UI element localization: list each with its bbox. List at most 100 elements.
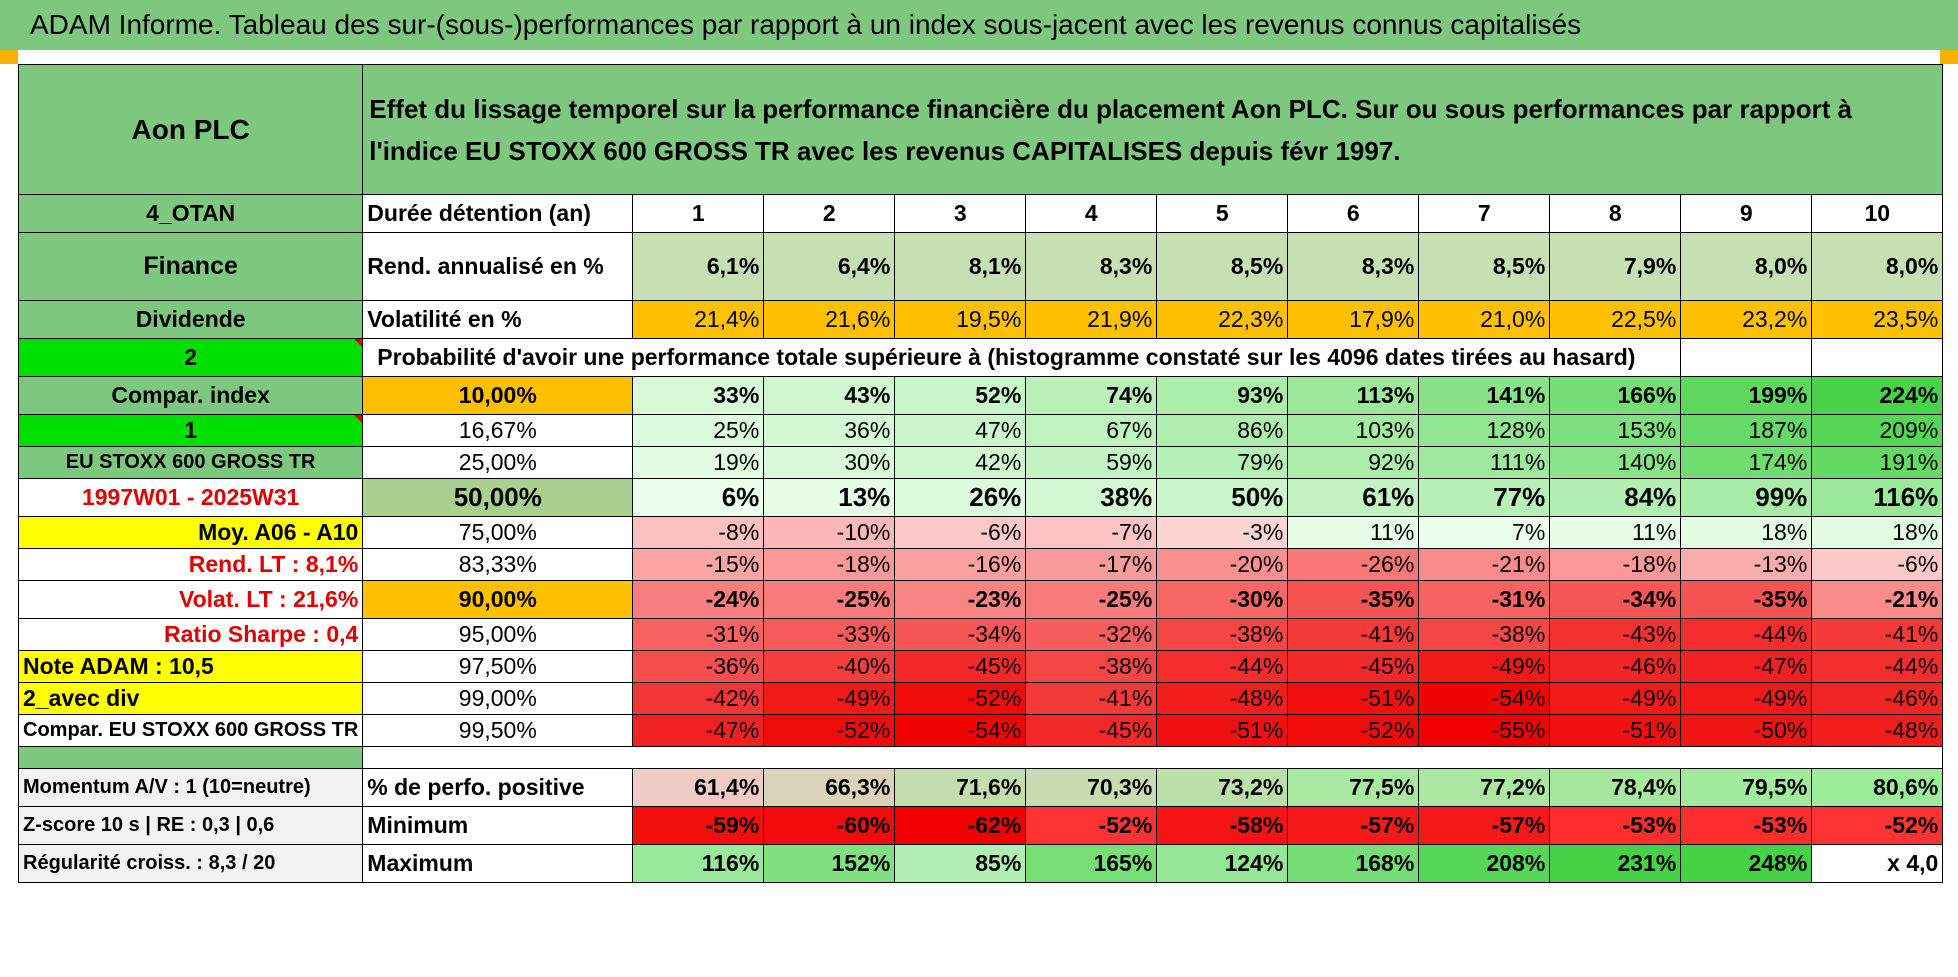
percentile-row: 2_avec div 99,00% -42% -49% -52% -41% -48% -51%…	[17, 682, 1944, 715]
percentile-value: -33%	[763, 618, 896, 651]
minimum-value: -58%	[1156, 806, 1289, 845]
maximum-label: Maximum	[362, 844, 634, 883]
percentile-value: -41%	[1287, 618, 1420, 651]
return-row: Finance Rend. annualisé en % 6,1% 6,4% 8,1…	[17, 232, 1944, 301]
annual-return-cell: 8,0%	[1811, 232, 1944, 301]
percentile-level: 25,00%	[362, 446, 634, 479]
percentile-value: 86%	[1156, 414, 1289, 447]
percentile-value: 113%	[1287, 376, 1420, 415]
percentile-value: -52%	[763, 714, 896, 747]
percentile-value: 224%	[1811, 376, 1944, 415]
volatility-cell: 22,5%	[1549, 300, 1682, 339]
empty-cell	[1680, 338, 1813, 377]
duration-header: 7	[1418, 194, 1551, 233]
positive-value: 77,5%	[1287, 768, 1420, 807]
percentile-value: -52%	[894, 682, 1027, 715]
volatility-cell: 21,0%	[1418, 300, 1551, 339]
left-label-sharpe: Ratio Sharpe : 0,4	[17, 618, 364, 651]
percentile-value: -43%	[1549, 618, 1682, 651]
percentile-value: -41%	[1811, 618, 1944, 651]
percentile-value: 199%	[1680, 376, 1813, 415]
percentile-value: -7%	[1025, 516, 1158, 549]
percentile-value: 191%	[1811, 446, 1944, 479]
percentile-value: -54%	[894, 714, 1027, 747]
selector-2[interactable]: 2	[17, 338, 364, 377]
percentile-value: -36%	[632, 650, 765, 683]
percentile-value: -49%	[1680, 682, 1813, 715]
percentile-value: 38%	[1025, 478, 1158, 517]
return-label: Rend. annualisé en %	[362, 232, 634, 301]
percentile-level: 97,50%	[362, 650, 634, 683]
percentile-level: 95,00%	[362, 618, 634, 651]
percentile-value: -51%	[1156, 714, 1289, 747]
percentile-value: -48%	[1156, 682, 1289, 715]
volatility-label: Volatilité en %	[362, 300, 634, 339]
duration-header: 5	[1156, 194, 1289, 233]
percentile-value: -32%	[1025, 618, 1158, 651]
percentile-value: -54%	[1418, 682, 1551, 715]
percentile-value: 43%	[763, 376, 896, 415]
probability-title: Probabilité d'avoir une performance tota…	[362, 338, 1682, 377]
percentile-value: 61%	[1287, 478, 1420, 517]
percentile-value: -21%	[1418, 548, 1551, 581]
percentile-row: 1997W01 - 2025W31 50,00% 6% 13% 26% 38% 50% 61%…	[17, 478, 1944, 517]
percentile-value: -38%	[1418, 618, 1551, 651]
duration-header: 8	[1549, 194, 1682, 233]
percentile-value: -44%	[1811, 650, 1944, 683]
dividend-label: Dividende	[17, 300, 364, 339]
percentile-value: -20%	[1156, 548, 1289, 581]
percentile-value: 25%	[632, 414, 765, 447]
duration-header: 3	[894, 194, 1027, 233]
percentile-value: -23%	[894, 580, 1027, 619]
left-label-index-name: EU STOXX 600 GROSS TR	[17, 446, 364, 479]
percentile-value: 128%	[1418, 414, 1551, 447]
percentile-value: 59%	[1025, 446, 1158, 479]
annual-return-cell: 8,0%	[1680, 232, 1813, 301]
percentile-value: -45%	[1287, 650, 1420, 683]
percentile-value: 153%	[1549, 414, 1682, 447]
maximum-value: 231%	[1549, 844, 1682, 883]
percentile-level: 99,00%	[362, 682, 634, 715]
percentile-value: 30%	[763, 446, 896, 479]
percentile-value: 187%	[1680, 414, 1813, 447]
left-label-compar-index: Compar. index	[17, 376, 364, 415]
percentile-value: 67%	[1025, 414, 1158, 447]
percentile-value: -35%	[1287, 580, 1420, 619]
duration-label: Durée détention (an)	[362, 194, 634, 233]
maximum-value: 168%	[1287, 844, 1420, 883]
percentile-value: 209%	[1811, 414, 1944, 447]
percentile-value: 103%	[1287, 414, 1420, 447]
minimum-value: -53%	[1680, 806, 1813, 845]
annual-return-cell: 7,9%	[1549, 232, 1682, 301]
positive-value: 73,2%	[1156, 768, 1289, 807]
percentile-row: Ratio Sharpe : 0,4 95,00% -31% -33% -34% -32%…	[17, 618, 1944, 651]
percentile-row: Rend. LT : 8,1% 83,33% -15% -18% -16% -17% -20…	[17, 548, 1944, 581]
volatility-cell: 19,5%	[894, 300, 1027, 339]
positive-value: 61,4%	[632, 768, 765, 807]
percentile-value: -10%	[763, 516, 896, 549]
percentile-value: -44%	[1680, 618, 1813, 651]
left-label-compar-eu: Compar. EU STOXX 600 GROSS TR	[17, 714, 364, 747]
annual-return-cell: 8,3%	[1287, 232, 1420, 301]
percentile-value: -18%	[1549, 548, 1682, 581]
percentile-value: -34%	[1549, 580, 1682, 619]
separator-cell	[362, 746, 1944, 769]
percentile-level: 10,00%	[362, 376, 634, 415]
left-label-note: Note ADAM : 10,5	[17, 650, 364, 683]
sector-label: Finance	[17, 232, 364, 301]
percentile-row: Compar. index 10,00% 33% 43% 52% 74% 93% 113% 14…	[17, 376, 1944, 415]
percentile-value: -51%	[1287, 682, 1420, 715]
annual-return-cell: 8,1%	[894, 232, 1027, 301]
positive-value: 79,5%	[1680, 768, 1813, 807]
minimum-value: -57%	[1287, 806, 1420, 845]
volatility-cell: 23,5%	[1811, 300, 1944, 339]
duration-header: 10	[1811, 194, 1944, 233]
duration-header: 9	[1680, 194, 1813, 233]
left-label-period: 1997W01 - 2025W31	[17, 478, 364, 517]
percentile-value: -25%	[1025, 580, 1158, 619]
percentile-value: -13%	[1680, 548, 1813, 581]
left-label-n1[interactable]: 1	[17, 414, 364, 447]
minimum-value: -59%	[632, 806, 765, 845]
duration-row: 4_OTAN Durée détention (an) 1 2 3 4 5 6 7 8 9 10	[17, 194, 1944, 233]
volatility-row: Dividende Volatilité en % 21,4% 21,6% 19,5…	[17, 300, 1944, 339]
